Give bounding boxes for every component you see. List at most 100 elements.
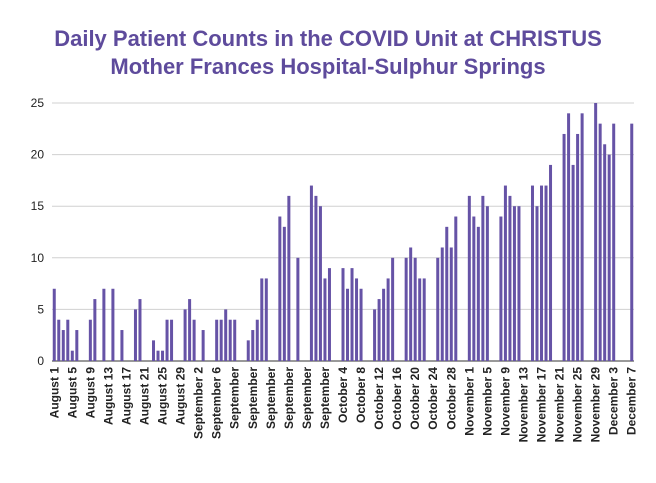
bar — [57, 319, 61, 361]
y-tick-label: 0 — [37, 354, 44, 368]
bar — [88, 319, 92, 361]
bar — [120, 330, 124, 361]
x-tick-label: August 9 — [83, 367, 97, 419]
bar — [152, 340, 156, 361]
bar — [476, 226, 480, 361]
x-tick-label: December 3 — [607, 367, 621, 435]
bar — [530, 185, 534, 361]
bar — [359, 288, 363, 361]
bar — [549, 164, 553, 361]
bar — [630, 123, 634, 361]
bar — [567, 113, 571, 361]
bar — [165, 319, 169, 361]
bar — [327, 268, 331, 361]
bar — [386, 278, 390, 361]
bar — [422, 278, 426, 361]
bar — [201, 330, 205, 361]
bar — [278, 216, 282, 361]
bar — [449, 247, 453, 361]
bar — [413, 257, 417, 361]
bar — [309, 185, 313, 361]
x-tick-label: August 17 — [119, 367, 133, 425]
x-tick-label: September 2 — [192, 367, 206, 439]
bar — [544, 185, 548, 361]
bar — [499, 216, 503, 361]
x-tick-label: September — [228, 367, 242, 429]
x-tick-label: October 4 — [336, 367, 350, 423]
bar — [111, 288, 115, 361]
x-tick-label: November 13 — [516, 367, 530, 443]
bar — [138, 299, 142, 361]
bar — [228, 319, 232, 361]
bar — [314, 195, 318, 361]
bar — [512, 206, 516, 361]
bar — [70, 350, 74, 361]
bar — [66, 319, 70, 361]
x-tick-label: November 25 — [571, 367, 585, 443]
y-tick-label: 15 — [31, 199, 45, 213]
x-tick-label: August 1 — [47, 367, 61, 419]
x-tick-label: October 8 — [354, 367, 368, 423]
x-tick-label: November 21 — [553, 367, 567, 443]
bar — [355, 278, 359, 361]
x-tick-label: October 24 — [426, 367, 440, 430]
x-tick-label: October 20 — [408, 367, 422, 430]
bar — [535, 206, 539, 361]
bar — [170, 319, 174, 361]
y-tick-label: 25 — [31, 96, 45, 110]
bar — [318, 206, 322, 361]
y-tick-label: 10 — [31, 251, 45, 265]
x-tick-label: September — [300, 367, 314, 429]
x-tick-label: August 25 — [156, 367, 170, 425]
bar — [467, 195, 471, 361]
x-tick-label: October 12 — [372, 367, 386, 430]
bar — [260, 278, 264, 361]
x-tick-label: August 13 — [101, 367, 115, 425]
x-tick-label: August 5 — [65, 367, 79, 419]
bar — [508, 195, 512, 361]
x-tick-label: August 21 — [137, 367, 151, 425]
x-tick-label: September — [246, 367, 260, 429]
bar — [454, 216, 458, 361]
bar — [219, 319, 223, 361]
bar — [436, 257, 440, 361]
y-tick-label: 20 — [31, 148, 45, 162]
bar — [612, 123, 616, 361]
bar — [481, 195, 485, 361]
bar — [580, 113, 584, 361]
bar — [562, 133, 566, 361]
bar — [287, 195, 291, 361]
bar — [391, 257, 395, 361]
x-tick-label: September 6 — [210, 367, 224, 439]
x-tick-label: November 9 — [498, 367, 512, 436]
bar — [346, 288, 350, 361]
bar — [598, 123, 602, 361]
bar — [440, 247, 444, 361]
bar — [61, 330, 65, 361]
x-tick-label: November 17 — [535, 367, 549, 443]
bar — [255, 319, 259, 361]
bar — [445, 226, 449, 361]
bar — [350, 268, 354, 361]
bar — [540, 185, 544, 361]
bar — [341, 268, 345, 361]
bar — [503, 185, 507, 361]
bar — [485, 206, 489, 361]
bar — [233, 319, 237, 361]
bar — [404, 257, 408, 361]
bar — [323, 278, 327, 361]
bar — [183, 309, 187, 361]
bar — [517, 206, 521, 361]
bar — [102, 288, 106, 361]
bar — [133, 309, 137, 361]
bar — [93, 299, 97, 361]
bar — [607, 154, 611, 361]
x-tick-label: October 16 — [390, 367, 404, 430]
x-tick-label: September — [318, 367, 332, 429]
bar — [188, 299, 192, 361]
x-tick-label: October 28 — [444, 367, 458, 430]
y-tick-label: 5 — [37, 302, 44, 316]
bar — [603, 144, 607, 361]
x-tick-label: November 29 — [589, 367, 603, 443]
